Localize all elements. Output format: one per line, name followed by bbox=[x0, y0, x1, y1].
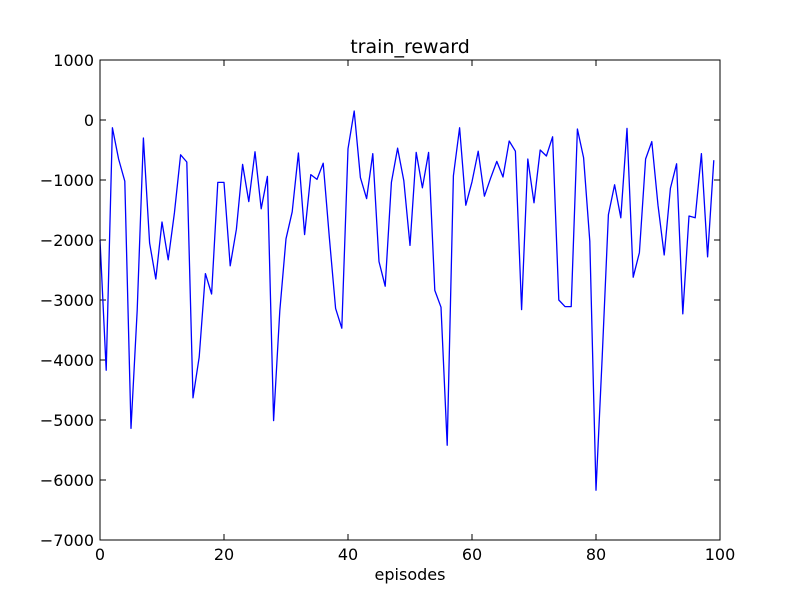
x-tick-label: 60 bbox=[462, 545, 482, 564]
y-tick-label: −6000 bbox=[40, 471, 94, 490]
plot-frame bbox=[99, 59, 721, 541]
y-tick-label: −1000 bbox=[40, 171, 94, 190]
chart-title: train_reward bbox=[350, 36, 470, 58]
y-tick-label: −4000 bbox=[40, 351, 94, 370]
y-tick-label: −5000 bbox=[40, 411, 94, 430]
tick-labels: 0 20 40 60 80 100 1000 0 −1000 −2000 −3000 −4000 −50… bbox=[40, 51, 735, 564]
x-tick-label: 40 bbox=[338, 545, 358, 564]
x-tick-label: 20 bbox=[214, 545, 234, 564]
x-axis-label: episodes bbox=[375, 565, 446, 584]
x-tick-label: 100 bbox=[705, 545, 736, 564]
y-tick-label: −2000 bbox=[40, 231, 94, 250]
x-tick-label: 0 bbox=[95, 545, 105, 564]
y-tick-label: −7000 bbox=[40, 531, 94, 550]
series-line bbox=[99, 110, 715, 491]
x-tick-label: 80 bbox=[586, 545, 606, 564]
y-tick-label: −3000 bbox=[40, 291, 94, 310]
y-tick-label: 0 bbox=[84, 111, 94, 130]
y-tick-label: 1000 bbox=[53, 51, 94, 70]
